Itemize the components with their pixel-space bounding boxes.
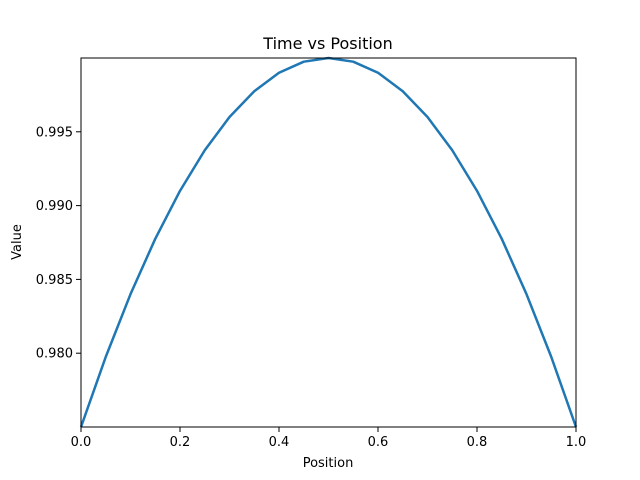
y-tick-label: 0.980 bbox=[36, 347, 73, 362]
x-tick-label: 0.0 bbox=[71, 435, 92, 450]
plot-frame bbox=[80, 57, 577, 428]
y-tick-label: 0.990 bbox=[36, 199, 73, 214]
y-axis-label: Value bbox=[10, 224, 25, 260]
plot-area: 0.0 0.2 0.4 0.6 0.8 1.0 0.980 0.985 0.990 0.995 bbox=[36, 56, 587, 450]
y-tick-label: 0.985 bbox=[36, 273, 73, 288]
y-tick-label: 0.995 bbox=[36, 125, 73, 140]
x-tick-label: 0.8 bbox=[467, 435, 488, 450]
x-tick-label: 0.6 bbox=[368, 435, 389, 450]
x-tick-label: 0.2 bbox=[170, 435, 191, 450]
x-tick-label: 1.0 bbox=[566, 435, 587, 450]
x-tick-label: 0.4 bbox=[269, 435, 290, 450]
x-axis-label: Position bbox=[303, 456, 354, 471]
chart-title: Time vs Position bbox=[262, 34, 392, 53]
series-line-value bbox=[79, 56, 578, 428]
